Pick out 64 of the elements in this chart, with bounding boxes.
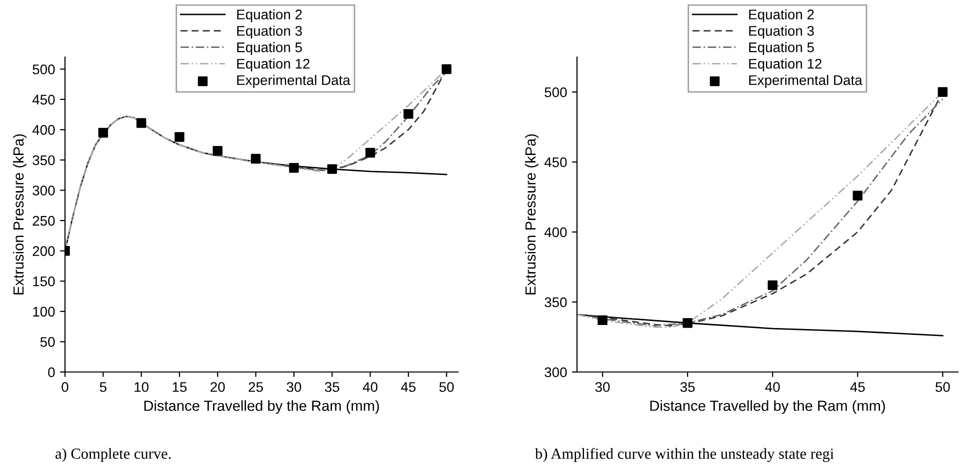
line-series — [577, 314, 944, 336]
x-axis-title: Distance Travelled by the Ram (mm) — [144, 400, 379, 414]
y-axis-title: Extrusion Pressure (kPa) — [524, 134, 539, 294]
point — [442, 64, 452, 74]
point — [174, 132, 184, 142]
point — [250, 154, 261, 164]
legend-label: Equation 2 — [237, 9, 302, 22]
x-tick-label: 50 — [936, 382, 950, 392]
point — [852, 190, 863, 200]
y-tick-label: 300 — [32, 186, 55, 196]
y-tick-label: 100 — [33, 306, 55, 317]
y-tick-label: 400 — [32, 125, 55, 135]
y-tick-label: 500 — [32, 64, 55, 74]
x-axis-title: Distance Travelled by the Ram (mm) — [650, 400, 885, 414]
point — [327, 164, 337, 174]
y-tick-label: 400 — [544, 227, 567, 238]
point — [938, 87, 948, 97]
legend-label: Equation 3 — [237, 26, 302, 39]
x-tick-label: 15 — [172, 382, 187, 392]
x-tick-label: 40 — [765, 382, 780, 392]
y-tick-label: 50 — [40, 337, 55, 347]
x-tick-label: 35 — [324, 382, 340, 392]
legend-label: Experimental Data — [237, 74, 350, 88]
legend-label: Equation 5 — [237, 42, 302, 55]
y-tick-label: 0 — [48, 367, 55, 378]
x-tick-label: 0 — [62, 382, 68, 392]
x-tick-label: 50 — [439, 382, 454, 392]
y-tick-label: 250 — [32, 216, 55, 226]
y-tick-label: 350 — [32, 155, 55, 166]
x-tick-label: 40 — [362, 382, 378, 392]
y-tick-label: 450 — [544, 157, 567, 168]
y-axis-title: Extrusion Pressure (kPa) — [12, 134, 27, 294]
y-tick-label: 500 — [544, 87, 567, 98]
x-tick-label: 45 — [850, 382, 865, 392]
x-tick-label: 10 — [134, 382, 148, 392]
point — [136, 118, 146, 128]
point — [768, 280, 778, 290]
text: b) Amplified curve within the unsteady state regi — [535, 448, 834, 462]
y-tick-label: 200 — [32, 246, 55, 256]
legend-label: Equation 12 — [749, 58, 822, 72]
legend-label: Experimental Data — [749, 74, 862, 88]
text: a) Complete curve. — [56, 448, 171, 462]
point — [598, 315, 608, 326]
legend-label: Equation 5 — [749, 42, 814, 55]
legend-label: Equation 12 — [237, 58, 310, 72]
x-tick-label: 5 — [100, 382, 106, 392]
point — [98, 128, 108, 138]
x-tick-label: 30 — [286, 382, 302, 392]
point — [682, 318, 692, 328]
x-tick-label: 30 — [595, 382, 610, 392]
point — [289, 162, 299, 173]
y-tick-label: 450 — [32, 94, 55, 105]
point — [365, 148, 376, 158]
y-tick-label: 150 — [33, 276, 55, 286]
y-tick-label: 350 — [544, 297, 567, 308]
y-tick-label: 300 — [544, 367, 567, 378]
x-tick-label: 45 — [400, 382, 416, 392]
point — [212, 146, 222, 156]
x-tick-label: 20 — [210, 382, 225, 392]
legend-label: Equation 2 — [749, 9, 814, 22]
legend-label: Equation 3 — [749, 26, 814, 39]
x-tick-label: 25 — [248, 382, 263, 392]
x-tick-label: 35 — [680, 382, 695, 392]
point — [404, 109, 414, 119]
